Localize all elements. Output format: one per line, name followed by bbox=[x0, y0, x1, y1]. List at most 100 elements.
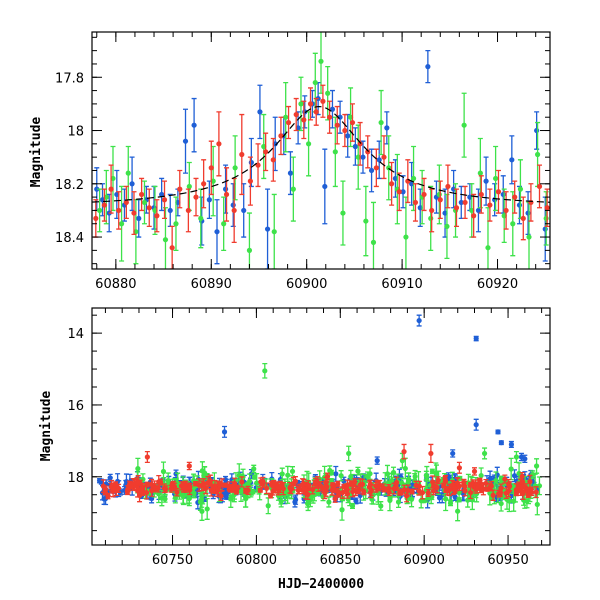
data-point-series-2 bbox=[161, 485, 167, 491]
data-point-series-1 bbox=[513, 454, 520, 460]
data-point-series-2 bbox=[301, 117, 307, 123]
data-point-series-0 bbox=[452, 494, 458, 500]
data-point-series-2 bbox=[435, 477, 441, 483]
data-point-series-0 bbox=[492, 197, 498, 203]
data-point-series-0 bbox=[509, 157, 515, 163]
data-point-series-1 bbox=[312, 79, 318, 86]
data-point-series-1 bbox=[305, 141, 312, 147]
data-point-series-2 bbox=[169, 481, 175, 488]
data-point-series-1 bbox=[125, 170, 131, 176]
x-tick-label: 60950 bbox=[487, 553, 528, 568]
data-point-series-2 bbox=[409, 488, 415, 495]
data-point-series-2 bbox=[487, 202, 493, 208]
data-point-series-2 bbox=[263, 149, 269, 155]
data-point-series-2 bbox=[296, 486, 302, 492]
data-point-series-0 bbox=[223, 493, 229, 499]
data-point-series-0 bbox=[345, 133, 351, 139]
data-point-series-1 bbox=[135, 466, 141, 472]
data-point-series-0 bbox=[167, 207, 173, 214]
data-point-series-2 bbox=[174, 489, 180, 495]
data-point-series-0 bbox=[400, 189, 406, 195]
data-point-series-2 bbox=[365, 149, 371, 155]
data-point-series-0 bbox=[214, 229, 220, 235]
data-point-series-2 bbox=[93, 215, 99, 222]
data-point-series-0 bbox=[96, 478, 103, 484]
data-point-series-2 bbox=[258, 479, 264, 485]
data-point-series-1 bbox=[325, 90, 331, 96]
data-point-series-2 bbox=[201, 483, 207, 489]
data-point-series-2 bbox=[302, 486, 308, 493]
data-point-series-2 bbox=[527, 479, 533, 485]
data-point-series-2 bbox=[391, 485, 397, 492]
data-point-series-1 bbox=[221, 221, 227, 227]
data-point-series-2 bbox=[335, 481, 341, 487]
data-point-series-2 bbox=[519, 473, 525, 479]
data-point-series-2 bbox=[334, 122, 340, 128]
data-point-series-1 bbox=[326, 499, 332, 505]
data-point-series-1 bbox=[493, 175, 499, 182]
y-tick-label: 16 bbox=[67, 399, 84, 414]
data-point-series-0 bbox=[257, 109, 263, 115]
data-point-series-2 bbox=[180, 485, 187, 491]
data-point-series-1 bbox=[429, 468, 435, 475]
data-point-series-2 bbox=[161, 197, 168, 203]
bottom-panel-frame bbox=[91, 307, 551, 546]
data-point-series-2 bbox=[428, 450, 434, 457]
data-point-series-2 bbox=[111, 487, 117, 493]
data-point-series-0 bbox=[94, 186, 100, 192]
data-point-series-2 bbox=[342, 127, 348, 134]
data-point-series-1 bbox=[265, 503, 271, 509]
data-point-series-2 bbox=[168, 486, 174, 492]
data-point-series-2 bbox=[113, 481, 119, 487]
data-point-series-1 bbox=[410, 175, 417, 182]
data-point-series-2 bbox=[512, 194, 518, 200]
data-point-series-0 bbox=[498, 440, 504, 446]
data-point-series-1 bbox=[197, 499, 204, 505]
data-point-series-1 bbox=[191, 490, 197, 496]
data-point-series-2 bbox=[335, 489, 342, 495]
data-point-series-0 bbox=[292, 499, 298, 505]
data-point-series-2 bbox=[467, 489, 474, 496]
data-point-series-2 bbox=[313, 109, 319, 115]
data-point-series-2 bbox=[495, 189, 502, 195]
top-panel: 60880 60890 60900 60910 6092017.81818.218.4 … bbox=[29, 31, 551, 292]
data-point-series-2 bbox=[401, 449, 407, 455]
data-point-series-2 bbox=[285, 119, 292, 126]
data-point-series-2 bbox=[471, 213, 477, 219]
data-point-series-2 bbox=[239, 151, 245, 158]
data-point-series-1 bbox=[508, 466, 514, 472]
data-point-series-1 bbox=[118, 221, 125, 227]
data-point-series-2 bbox=[201, 181, 207, 187]
data-point-series-0 bbox=[241, 207, 247, 214]
data-point-series-2 bbox=[271, 482, 277, 488]
data-point-series-2 bbox=[267, 492, 274, 499]
x-tick-label: 60880 bbox=[95, 277, 136, 292]
data-point-series-2 bbox=[344, 482, 351, 488]
data-point-series-2 bbox=[139, 191, 145, 198]
data-point-series-2 bbox=[116, 207, 122, 214]
data-point-series-2 bbox=[226, 484, 232, 490]
data-point-series-1 bbox=[506, 498, 512, 504]
data-point-series-0 bbox=[136, 215, 142, 222]
data-point-series-2 bbox=[278, 133, 284, 139]
y-tick-label: 18.2 bbox=[55, 178, 84, 193]
data-point-series-2 bbox=[443, 487, 449, 493]
data-point-series-1 bbox=[370, 239, 377, 245]
data-point-series-1 bbox=[423, 472, 429, 478]
data-point-series-2 bbox=[131, 210, 137, 216]
data-point-series-1 bbox=[232, 165, 238, 171]
data-point-series-0 bbox=[425, 64, 431, 70]
data-point-series-1 bbox=[408, 496, 415, 502]
top-axis-ticks: 60880 60890 60900 60910 60920 17.8 18 18.2 18.4 bbox=[55, 32, 550, 292]
data-point-series-1 bbox=[543, 215, 549, 222]
data-point-series-2 bbox=[437, 197, 443, 203]
data-point-series-1 bbox=[405, 479, 411, 485]
data-point-series-2 bbox=[502, 476, 508, 482]
data-point-series-0 bbox=[333, 471, 339, 477]
data-point-series-1 bbox=[160, 468, 167, 475]
data-point-series-2 bbox=[340, 489, 346, 496]
data-point-series-2 bbox=[368, 489, 374, 495]
data-point-series-1 bbox=[378, 119, 384, 126]
data-point-series-0 bbox=[475, 207, 482, 214]
data-point-series-1 bbox=[238, 488, 244, 495]
